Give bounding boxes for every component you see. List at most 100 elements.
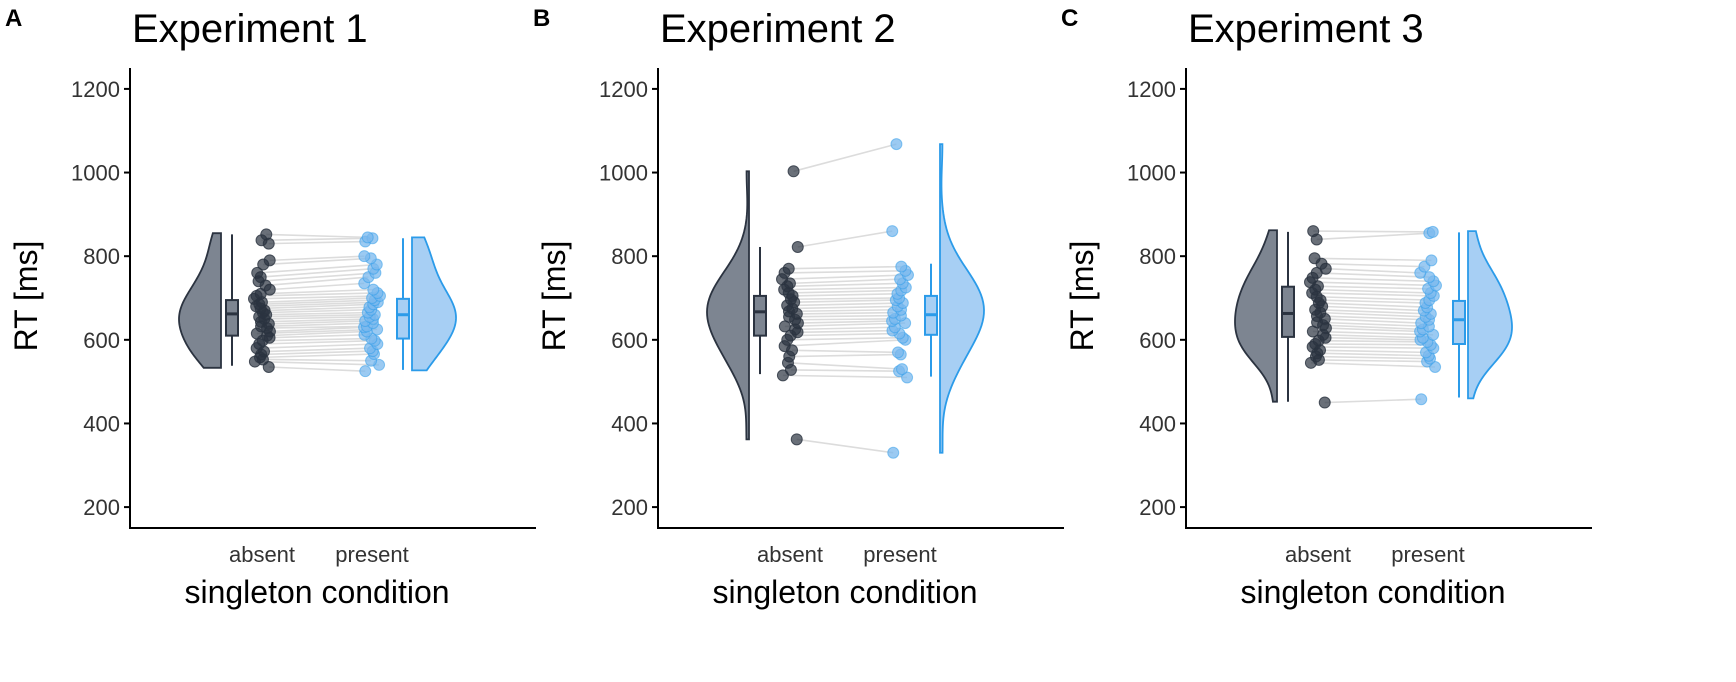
- pair-line: [782, 374, 908, 379]
- present-point: [1415, 393, 1428, 406]
- panel-title: Experiment 3: [1188, 7, 1424, 51]
- present-point: [890, 138, 903, 151]
- present-point: [358, 250, 371, 263]
- panel-a: A Experiment 1 200 400 600 800 1000 1200 absent p…: [5, 5, 536, 610]
- present-point: [367, 283, 380, 296]
- pair-line: [795, 318, 895, 321]
- pair-line: [256, 328, 378, 335]
- pair-line: [259, 339, 375, 345]
- absent-point: [263, 254, 276, 267]
- pair-line: [266, 311, 368, 316]
- pair-line: [268, 366, 366, 372]
- pair-line: [261, 297, 373, 303]
- pair-line: [784, 286, 906, 291]
- pair-line: [264, 316, 370, 320]
- y-axis-title: RT [ms]: [536, 241, 572, 352]
- pair-line: [269, 255, 365, 262]
- pair-line: [1318, 359, 1428, 363]
- pair-line: [1313, 230, 1433, 233]
- pair-line: [790, 297, 900, 301]
- pair-line: [787, 362, 903, 370]
- y-tick-label: 1000: [599, 161, 648, 186]
- y-tick-label: 800: [83, 244, 120, 269]
- present-box: [1452, 299, 1466, 346]
- y-axis-title: RT [ms]: [8, 241, 44, 352]
- pair-line: [1312, 330, 1434, 336]
- absent-point: [787, 165, 800, 178]
- pair-line: [266, 233, 368, 239]
- pair-line: [262, 337, 372, 342]
- pair-line: [1318, 339, 1428, 343]
- pair-line: [787, 336, 903, 341]
- pair-line: [261, 322, 373, 328]
- pair-line: [269, 334, 365, 339]
- pair-line: [1316, 272, 1430, 278]
- pair-line: [789, 353, 901, 358]
- pair-line: [790, 332, 900, 337]
- y-tick-label: 800: [611, 244, 648, 269]
- absent-point: [790, 433, 803, 446]
- absent-point: [251, 266, 264, 279]
- present-point: [896, 363, 909, 376]
- pair-line: [789, 278, 901, 285]
- pair-line: [795, 326, 895, 331]
- pair-line: [1312, 277, 1434, 283]
- pair-line: [259, 313, 375, 318]
- y-tick-label: 400: [611, 411, 648, 436]
- pair-line: [1323, 334, 1423, 339]
- pair-line: [1312, 346, 1434, 349]
- present-density: [411, 236, 457, 372]
- pair-line: [1309, 281, 1437, 287]
- pair-line: [1317, 321, 1429, 328]
- pair-line: [1318, 302, 1428, 308]
- x-axis-title: singleton condition: [1240, 574, 1505, 610]
- pair-line: [797, 320, 893, 324]
- pair-line: [1324, 398, 1422, 404]
- present-point: [1425, 254, 1438, 267]
- pair-line: [797, 230, 893, 248]
- x-tick-label: absent: [229, 542, 295, 567]
- panel-letter: A: [5, 5, 22, 32]
- y-tick-label: 1000: [1127, 161, 1176, 186]
- pair-line: [787, 302, 903, 307]
- present-point: [886, 225, 899, 238]
- pair-line: [796, 311, 894, 315]
- pair-line: [788, 308, 902, 313]
- pair-line: [262, 308, 372, 314]
- panel-letter: C: [1061, 5, 1078, 32]
- absent-point: [782, 262, 795, 275]
- y-tick-label: 1200: [599, 77, 648, 102]
- pair-line: [1316, 315, 1430, 321]
- y-tick-label: 600: [83, 328, 120, 353]
- x-axis-title: singleton condition: [184, 574, 449, 610]
- pair-line: [792, 349, 898, 354]
- pair-line: [263, 347, 371, 353]
- x-tick-label: present: [335, 542, 408, 567]
- pair-line: [1315, 343, 1431, 346]
- pair-line: [1315, 288, 1431, 294]
- pair-line: [789, 314, 901, 318]
- pair-line: [1325, 336, 1421, 341]
- y-tick-label: 1200: [1127, 77, 1176, 102]
- y-tick-label: 1200: [71, 77, 120, 102]
- pair-line: [263, 257, 371, 266]
- pair-line: [256, 292, 378, 297]
- pair-line: [267, 330, 367, 337]
- pair-line: [1324, 318, 1422, 324]
- pair-line: [262, 358, 372, 362]
- pair-line: [269, 282, 365, 291]
- x-tick-label: present: [863, 542, 936, 567]
- pair-line: [787, 282, 903, 288]
- pair-line: [788, 289, 902, 294]
- pair-line: [260, 267, 374, 278]
- present-point: [359, 365, 372, 378]
- absent-point: [1307, 225, 1320, 238]
- pair-line: [259, 299, 375, 306]
- y-tick-label: 200: [611, 495, 648, 520]
- pair-line: [792, 293, 898, 297]
- present-box: [396, 297, 410, 340]
- pair-line: [269, 326, 365, 333]
- pair-line: [256, 301, 378, 308]
- y-tick-label: 200: [83, 495, 120, 520]
